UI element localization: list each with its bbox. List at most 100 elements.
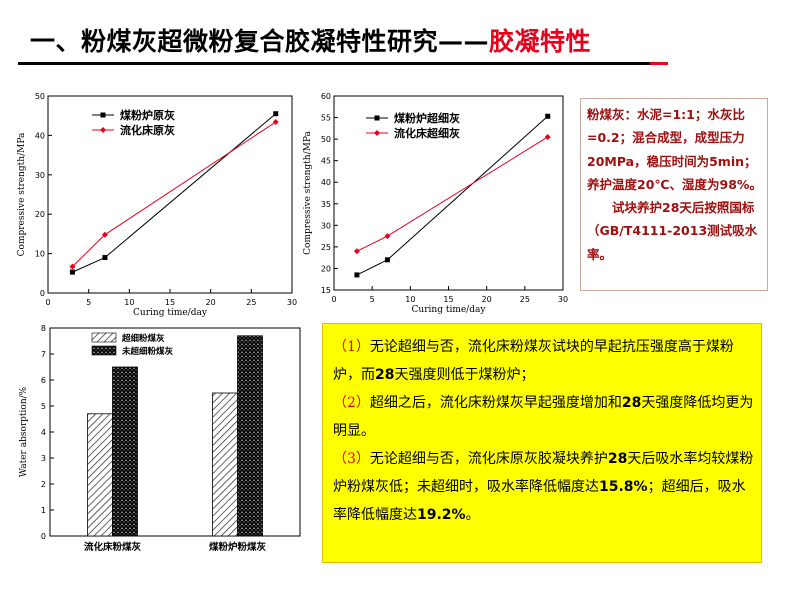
bar <box>112 366 138 537</box>
x-tick-label: 25 <box>520 295 530 304</box>
y-axis-label: Water absorption/% <box>19 386 29 477</box>
data-point <box>69 269 75 275</box>
legend-label: 流化床超细灰 <box>394 126 460 140</box>
x-tick-label: 30 <box>558 295 568 304</box>
conclusion-3-pct-1: 15.8% <box>599 479 648 495</box>
y-tick-label: 15 <box>321 286 331 295</box>
conclusion-2-text: 超细之后，流化床粉煤灰早起强度增加和 <box>369 395 622 411</box>
x-tick-label: 20 <box>206 298 216 307</box>
y-tick-label: 4 <box>41 428 46 437</box>
legend-swatch <box>91 345 117 356</box>
y-tick-label: 0 <box>41 532 46 541</box>
conclusion-3-text-end: 。 <box>465 507 480 523</box>
y-tick-label: 35 <box>321 200 331 209</box>
page-title: 一、粉煤灰超微粉复合胶凝特性研究——胶凝特性 <box>30 22 591 58</box>
page-title-main: 一、粉煤灰超微粉复合胶凝特性研究—— <box>30 27 490 56</box>
y-tick-label: 50 <box>321 135 331 144</box>
conclusion-1: （1）无论超细与否，流化床粉煤灰试块的早起抗压强度高于煤粉炉，而28天强度则低于… <box>333 333 755 389</box>
y-axis-label: Compressive strength/MPa <box>17 132 27 256</box>
y-tick-label: 50 <box>35 92 45 101</box>
experiment-params-box: 粉煤灰：水泥=1:1；水灰比=0.2；混合成型，成型压力20MPa，稳压时间为5… <box>580 98 768 291</box>
conclusion-3-pct-2: 19.2% <box>417 507 466 523</box>
params-line-2: 试块养护28天后按照国标（GB/T4111-2013测试吸水率。 <box>587 200 758 262</box>
title-underline-accent <box>650 62 668 65</box>
y-tick-label: 20 <box>35 210 45 219</box>
y-tick-label: 30 <box>321 221 331 230</box>
y-tick-label: 40 <box>321 178 331 187</box>
y-tick-label: 6 <box>41 376 46 385</box>
conclusion-2-num: （2） <box>333 395 370 411</box>
x-tick-label: 30 <box>287 298 297 307</box>
conclusion-1-text: 无论超细与否，流化床粉煤灰试块的早起抗压强度高于煤粉炉，而 <box>333 339 734 383</box>
x-tick-label: 0 <box>331 295 336 304</box>
data-point <box>272 119 279 126</box>
page-title-highlight: 胶凝特性 <box>489 27 592 56</box>
y-tick-label: 20 <box>321 264 331 273</box>
legend-marker <box>100 112 106 118</box>
x-axis-label: Curing time/day <box>412 305 487 315</box>
y-tick-label: 55 <box>321 114 331 123</box>
legend-label: 超细粉煤灰 <box>121 333 165 344</box>
conclusion-3-text: 无论超细与否，流化床原灰胶凝块养护 <box>369 451 608 467</box>
bar <box>237 335 263 537</box>
data-point <box>353 248 360 255</box>
x-tick-label: 5 <box>86 298 91 307</box>
x-tick-label: 20 <box>482 295 492 304</box>
data-point <box>69 263 76 270</box>
y-tick-label: 8 <box>41 324 46 333</box>
y-tick-label: 2 <box>41 480 46 489</box>
x-tick-label: 流化床粉煤灰 <box>84 541 142 553</box>
title-underline <box>18 62 650 65</box>
legend-swatch <box>91 332 117 343</box>
legend-marker <box>374 130 380 136</box>
x-tick-label: 煤粉炉粉煤灰 <box>209 541 267 553</box>
x-axis-label: Curing time/day <box>133 308 208 318</box>
x-tick-label: 15 <box>165 298 175 307</box>
x-tick-label: 25 <box>246 298 256 307</box>
conclusion-3-days: 28 <box>607 451 628 467</box>
data-point <box>384 233 391 240</box>
y-tick-label: 10 <box>35 250 45 259</box>
y-tick-label: 30 <box>35 171 45 180</box>
conclusion-2-text-end: 天强度降低均更为明显。 <box>333 395 754 439</box>
data-point <box>102 255 108 261</box>
data-point <box>354 272 360 278</box>
conclusion-3-text-mid: 天后吸水率均较煤粉炉粉煤灰低；未超细时，吸水率降低幅度达 <box>333 451 754 495</box>
data-point <box>544 133 551 140</box>
y-tick-label: 3 <box>41 454 46 463</box>
data-point <box>273 111 279 117</box>
y-tick-label: 45 <box>321 157 331 166</box>
data-point <box>384 257 390 263</box>
x-tick-label: 10 <box>405 295 415 304</box>
y-axis-label: Compressive strength/MPa <box>303 131 313 255</box>
y-tick-label: 5 <box>41 402 46 411</box>
conclusion-3-num: （3） <box>333 451 370 467</box>
x-tick-label: 5 <box>370 295 375 304</box>
x-tick-label: 15 <box>443 295 453 304</box>
y-tick-label: 40 <box>35 131 45 140</box>
y-tick-label: 0 <box>40 289 45 298</box>
y-tick-label: 7 <box>41 350 46 359</box>
conclusion-2-days: 28 <box>621 395 642 411</box>
y-tick-label: 60 <box>321 92 331 101</box>
conclusion-1-days: 28 <box>375 367 395 383</box>
conclusion-2: （2）超细之后，流化床粉煤灰早起强度增加和28天强度降低均更为明显。 <box>333 389 755 445</box>
conclusion-1-text-end: 天强度则低于煤粉炉； <box>394 367 535 383</box>
legend-label: 煤粉炉原灰 <box>120 108 175 122</box>
conclusion-3: （3）无论超细与否，流化床原灰胶凝块养护28天后吸水率均较煤粉炉粉煤灰低；未超细… <box>333 445 755 529</box>
bar <box>212 392 238 537</box>
conclusion-1-num: （1） <box>333 339 370 355</box>
x-tick-label: 0 <box>45 298 50 307</box>
legend-label: 流化床原灰 <box>120 123 175 137</box>
conclusion-3-text-mid2: ；超细后，吸水率降低幅度达 <box>333 479 746 523</box>
params-line-1: 粉煤灰：水泥=1:1；水灰比=0.2；混合成型，成型压力20MPa，稳压时间为5… <box>587 107 762 192</box>
x-tick-label: 10 <box>124 298 134 307</box>
conclusions-box: （1）无论超细与否，流化床粉煤灰试块的早起抗压强度高于煤粉炉，而28天强度则低于… <box>322 323 762 563</box>
legend-label: 煤粉炉超细灰 <box>394 111 460 125</box>
y-tick-label: 1 <box>41 506 46 515</box>
legend-marker <box>374 115 380 121</box>
y-tick-label: 25 <box>321 243 331 252</box>
